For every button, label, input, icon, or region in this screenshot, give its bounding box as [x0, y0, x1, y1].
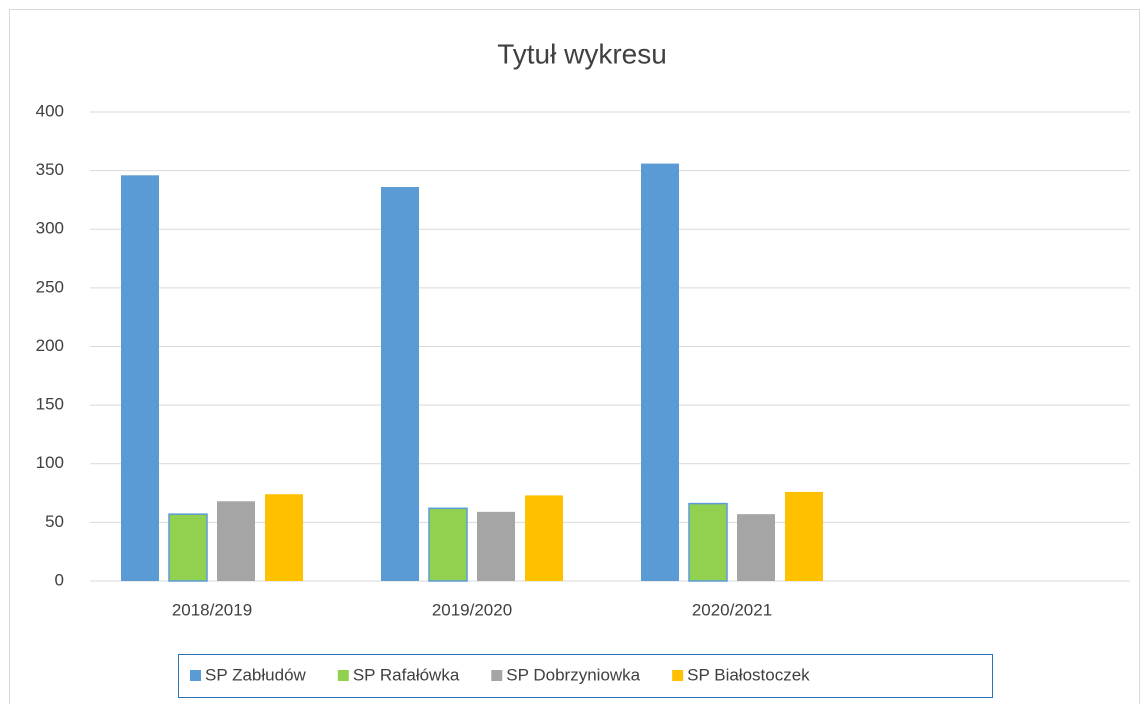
x-tick-label: 2018/2019 [172, 600, 252, 619]
bar [525, 495, 563, 581]
legend-label: SP Zabłudów [205, 665, 307, 684]
bar [381, 187, 419, 582]
bar [428, 507, 468, 582]
bar [217, 501, 255, 581]
bar [121, 175, 159, 581]
bar [737, 514, 775, 581]
y-tick-label: 0 [55, 570, 64, 589]
x-tick-label: 2019/2020 [432, 600, 512, 619]
bar [168, 513, 208, 582]
y-tick-label: 150 [36, 395, 64, 414]
legend-swatch [337, 670, 349, 681]
y-tick-label: 350 [36, 160, 64, 179]
bar [688, 502, 728, 582]
legend-swatch [672, 670, 684, 681]
bar [265, 494, 303, 581]
y-tick-label: 200 [36, 336, 64, 355]
legend-label: SP Dobrzyniowka [506, 665, 640, 684]
x-tick-label: 2020/2021 [692, 600, 772, 619]
legend-label: SP Białostoczek [687, 665, 810, 684]
chart-title: Tytuł wykresu [497, 38, 667, 69]
legend-box [178, 654, 993, 698]
y-tick-label: 400 [36, 101, 64, 120]
legend-label: SP Rafałówka [353, 665, 460, 684]
y-tick-label: 100 [36, 453, 64, 472]
chart-border [9, 9, 1140, 704]
legend-swatch [190, 670, 201, 681]
y-tick-label: 250 [36, 277, 64, 296]
bar [641, 163, 679, 581]
y-tick-label: 300 [36, 219, 64, 238]
bar [785, 491, 823, 581]
y-tick-label: 50 [45, 512, 64, 531]
legend-swatch [491, 670, 503, 681]
bar [477, 511, 515, 581]
